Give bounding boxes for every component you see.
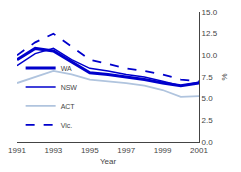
svg-text:12.5: 12.5 xyxy=(202,29,218,38)
svg-text:2.5: 2.5 xyxy=(202,116,214,125)
svg-text:1993: 1993 xyxy=(45,146,63,155)
svg-text:2001: 2001 xyxy=(190,146,208,155)
svg-text:5.0: 5.0 xyxy=(202,94,214,103)
svg-text:%: % xyxy=(220,73,229,80)
svg-text:ACT: ACT xyxy=(61,103,76,110)
svg-text:1997: 1997 xyxy=(117,146,135,155)
svg-text:7.5: 7.5 xyxy=(202,73,214,82)
svg-text:10.0: 10.0 xyxy=(202,51,218,60)
svg-text:1995: 1995 xyxy=(81,146,99,155)
svg-text:WA: WA xyxy=(61,65,72,72)
svg-text:1999: 1999 xyxy=(154,146,172,155)
svg-text:15.0: 15.0 xyxy=(202,8,218,17)
svg-text:1991: 1991 xyxy=(8,146,26,155)
svg-text:Vic.: Vic. xyxy=(61,122,73,129)
svg-text:0.0: 0.0 xyxy=(202,138,214,147)
svg-text:Year: Year xyxy=(100,157,117,166)
svg-text:NSW: NSW xyxy=(61,84,78,91)
